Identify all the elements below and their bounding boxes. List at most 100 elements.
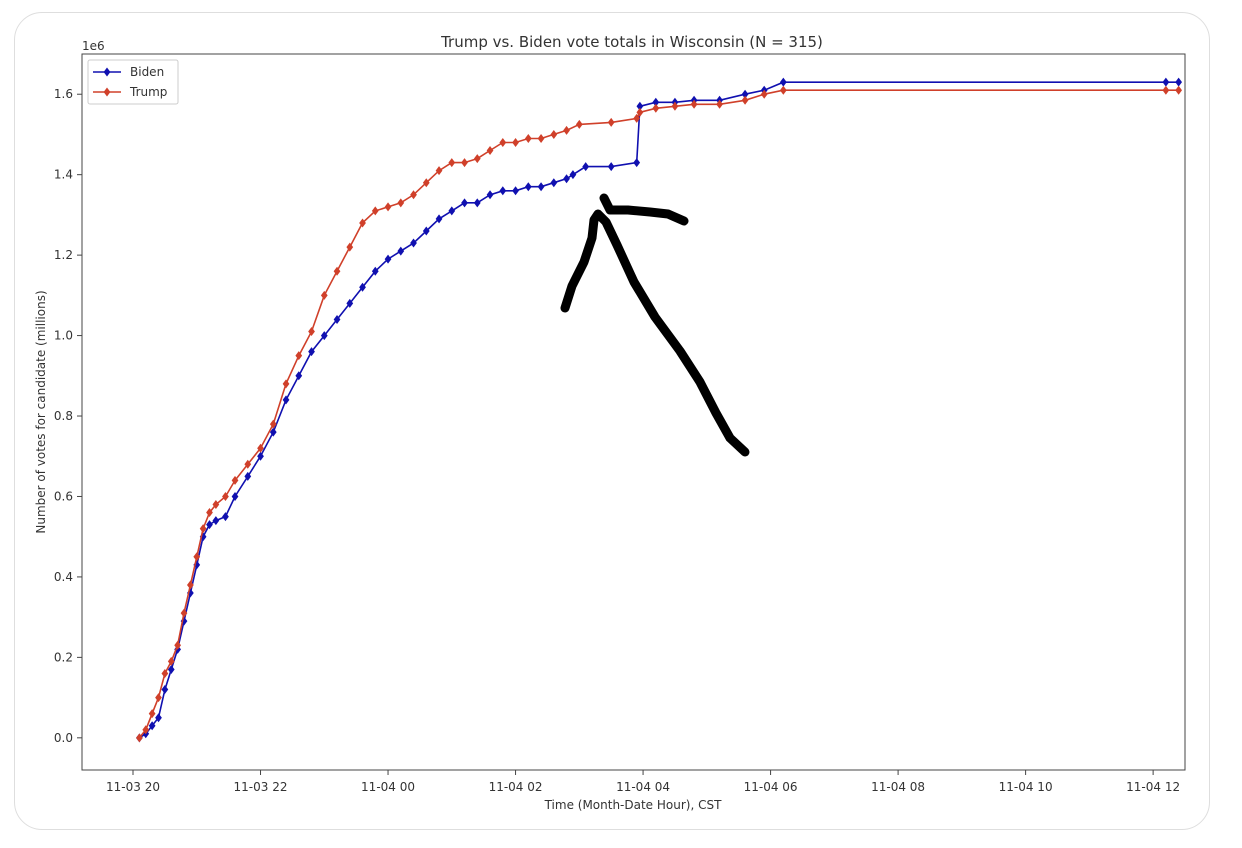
- trump-point: [359, 218, 366, 228]
- y-tick-label: 1.0: [54, 329, 73, 343]
- x-axis: 11-03 20 11-03 22 11-04 00 11-04 02 11-04 04…: [106, 770, 1180, 794]
- trump-point: [136, 733, 143, 743]
- trump-point: [212, 500, 220, 510]
- biden-point: [448, 206, 456, 216]
- trump-point: [448, 158, 456, 168]
- y-tick-label: 0.8: [54, 409, 73, 423]
- y-tick-label: 1.2: [54, 248, 73, 262]
- biden-point: [524, 182, 532, 192]
- legend-marker-biden: [103, 67, 111, 77]
- trump-point: [716, 99, 723, 109]
- trump-point: [320, 290, 328, 300]
- trump-point: [193, 552, 201, 562]
- trump-point: [461, 158, 468, 168]
- biden-point: [633, 158, 641, 168]
- x-tick-label: 11-04 10: [999, 780, 1053, 794]
- biden-point: [371, 266, 379, 276]
- x-tick-label: 11-03 20: [106, 780, 160, 794]
- legend-label-biden: Biden: [130, 65, 164, 79]
- x-tick-label: 11-04 12: [1126, 780, 1180, 794]
- biden-point: [550, 178, 558, 188]
- legend-label-trump: Trump: [129, 85, 167, 99]
- trump-point: [308, 327, 315, 337]
- trump-point: [607, 117, 615, 127]
- trump-point: [671, 101, 679, 111]
- biden-point: [308, 347, 315, 357]
- trump-point: [633, 113, 641, 123]
- plot-frame: [81, 53, 1186, 771]
- biden-point: [212, 516, 220, 526]
- legend-box: [87, 59, 179, 105]
- biden-point: [461, 198, 468, 208]
- trump-point: [174, 640, 182, 650]
- biden-point: [607, 162, 615, 172]
- trump-point: [499, 137, 507, 147]
- x-tick-label: 11-04 04: [616, 780, 670, 794]
- biden-point: [346, 298, 354, 308]
- trump-point: [282, 379, 290, 389]
- trump-point: [563, 125, 570, 135]
- biden-point: [269, 427, 277, 437]
- biden-line: [138, 81, 1179, 739]
- trump-point: [295, 351, 303, 361]
- biden-point: [222, 512, 229, 522]
- biden-point: [499, 186, 507, 196]
- biden-point: [410, 238, 417, 248]
- trump-point: [257, 443, 264, 453]
- trump-point: [473, 154, 481, 164]
- biden-point: [563, 174, 570, 184]
- y-tick-label: 1.4: [54, 168, 73, 182]
- trump-point: [148, 709, 156, 719]
- y-tick-label: 0.6: [54, 489, 73, 503]
- y-tick-label: 0.0: [54, 731, 73, 745]
- trump-point: [1175, 85, 1182, 95]
- biden-point: [244, 471, 252, 481]
- y-axis: 0.0 0.2 0.4 0.6 0.8 1.0 1.2 1.4 1.6: [54, 87, 82, 745]
- trump-point: [269, 419, 277, 429]
- trump-point: [231, 475, 239, 485]
- biden-point: [1175, 77, 1182, 87]
- biden-point: [148, 721, 156, 731]
- trump-point: [779, 85, 787, 95]
- biden-point: [206, 520, 213, 530]
- trump-point: [550, 129, 558, 139]
- trump-point: [486, 146, 494, 156]
- biden-point: [155, 713, 162, 723]
- x-tick-label: 11-03 22: [234, 780, 288, 794]
- trump-point: [155, 693, 162, 703]
- post-card: [14, 12, 1210, 830]
- biden-point: [397, 246, 405, 256]
- series-layer: [136, 77, 1182, 743]
- legend-marker-trump: [103, 87, 111, 97]
- trump-point: [142, 725, 150, 735]
- trump-point: [410, 190, 417, 200]
- biden-point: [636, 101, 644, 111]
- biden-point: [359, 282, 366, 292]
- trump-point: [180, 608, 188, 618]
- biden-point: [384, 254, 392, 264]
- trump-point: [690, 99, 698, 109]
- biden-point: [537, 182, 545, 192]
- hand-drawn-arrow-annotation: [560, 193, 750, 457]
- y-tick-label: 0.4: [54, 570, 73, 584]
- trump-point: [244, 459, 252, 469]
- y-tick-label: 0.2: [54, 650, 73, 664]
- trump-point: [199, 524, 207, 534]
- biden-point: [282, 395, 290, 405]
- trump-point: [741, 95, 749, 105]
- x-tick-label: 11-04 06: [744, 780, 798, 794]
- biden-point: [422, 226, 430, 236]
- trump-point: [1162, 85, 1170, 95]
- y-tick-label: 1.6: [54, 87, 73, 101]
- biden-point: [435, 214, 443, 224]
- trump-point: [512, 137, 519, 147]
- trump-point: [397, 198, 405, 208]
- trump-point: [161, 668, 169, 678]
- biden-point: [320, 331, 328, 341]
- trump-point: [222, 491, 229, 501]
- trump-point: [636, 107, 644, 117]
- x-tick-label: 11-04 08: [871, 780, 925, 794]
- biden-point: [167, 664, 175, 674]
- trump-point: [760, 89, 768, 99]
